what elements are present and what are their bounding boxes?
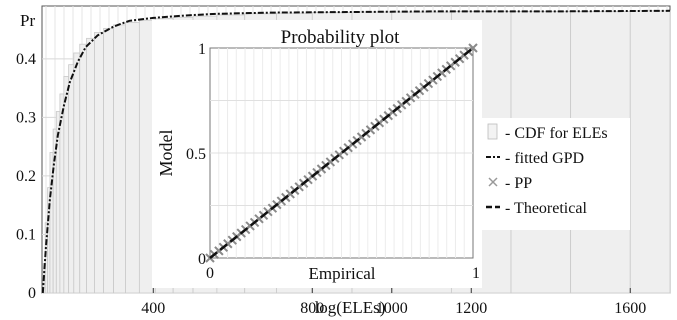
legend-label: - Theoretical — [505, 200, 587, 217]
x-tick-label: 1600 — [614, 300, 646, 317]
x-tick-label: 1000 — [376, 300, 408, 317]
cdf-bar — [94, 32, 105, 294]
inset-ticks: 0 1 0 0.5 1 — [186, 41, 480, 282]
legend: - CDF for ELEs - fitted GPD - PP - Theoreti… — [482, 118, 630, 230]
inset-x-tick-label: 1 — [472, 265, 480, 282]
x-axis-ticks: 400 800 1000 1200 1600 — [141, 288, 646, 317]
inset-x-tick-label: 0 — [206, 265, 214, 282]
cdf-bar — [73, 52, 81, 294]
y-tick-label: 0 — [28, 285, 36, 302]
y-tick-label: 0.1 — [16, 226, 36, 243]
cdf-bar — [68, 64, 75, 294]
cdf-bar — [63, 75, 70, 294]
cdf-bar — [113, 24, 126, 294]
x-tick-label: 800 — [300, 300, 324, 317]
x-tick-label: 1200 — [455, 300, 487, 317]
y-tick-label: 0.4 — [16, 51, 36, 68]
y-axis-label: Pr — [20, 11, 35, 30]
x-tick-label: 400 — [141, 300, 165, 317]
x-axis-label: log(ELEs) — [315, 298, 386, 317]
inset-y-tick-label: 1 — [198, 41, 206, 58]
inset-title: Probability plot — [281, 27, 400, 48]
cdf-bar — [49, 152, 54, 294]
cdf-bar — [79, 43, 87, 294]
legend-symbol-pp — [488, 177, 498, 187]
inset-x-label: Empirical — [308, 264, 375, 283]
y-tick-label: 0.2 — [16, 168, 36, 185]
fitted-gpd-line — [41, 9, 671, 294]
cdf-bar — [125, 22, 140, 294]
cdf-bar — [103, 27, 114, 294]
legend-box — [482, 118, 630, 230]
cdf-bar — [55, 111, 61, 294]
cdf-bar — [629, 10, 671, 294]
inset-y-tick-label: 0 — [198, 251, 206, 268]
legend-label: - PP — [505, 175, 532, 192]
y-axis-ticks: 0 0.1 0.2 0.3 0.4 — [16, 51, 36, 302]
theoretical-line — [209, 47, 474, 259]
inset-y-tick-label: 0.5 — [186, 146, 206, 163]
y-tick-label: 0.3 — [16, 109, 36, 126]
legend-label: - fitted GPD — [505, 150, 584, 167]
cdf-bar — [86, 37, 95, 294]
legend-label: - CDF for ELEs — [505, 125, 608, 142]
cdf-bar — [52, 128, 57, 294]
inset-y-label: Model — [156, 130, 176, 177]
legend-symbol-cdf — [487, 123, 498, 140]
